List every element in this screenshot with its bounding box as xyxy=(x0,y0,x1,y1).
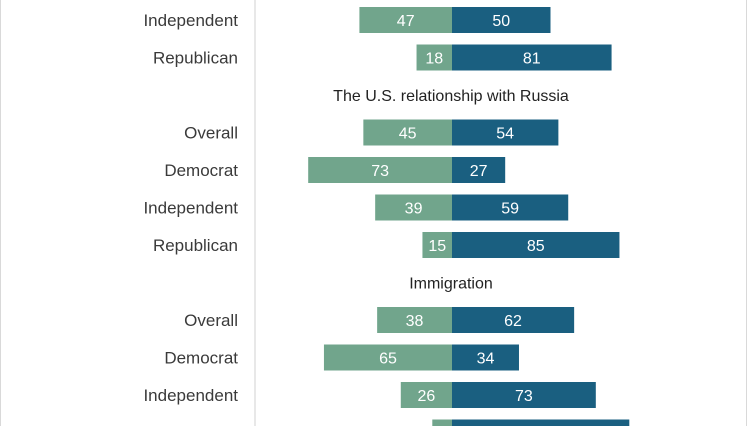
bar-left xyxy=(308,157,452,183)
row-label: Independent xyxy=(143,11,238,30)
row-label: Republican xyxy=(153,49,238,68)
bar-left-value: 45 xyxy=(399,126,417,143)
bar-left-value: 26 xyxy=(417,388,435,405)
bar-right-value: 85 xyxy=(527,238,545,255)
bar-left xyxy=(400,382,452,408)
bar-right-value: 81 xyxy=(523,51,541,68)
bar-right-value: 59 xyxy=(501,201,519,218)
bar-right-value: 27 xyxy=(470,163,488,180)
row-label: Democrat xyxy=(164,349,238,368)
bar-left-value: 38 xyxy=(406,313,424,330)
bar-right xyxy=(452,382,596,408)
frame-left-border xyxy=(0,0,1,426)
bar-left xyxy=(375,194,452,221)
bar-right-value: 50 xyxy=(492,13,510,30)
row-label: Independent xyxy=(143,199,238,218)
bar-left-value: 39 xyxy=(405,201,423,218)
row-label: Overall xyxy=(184,311,238,330)
bar-right xyxy=(452,419,630,426)
bar-left-value: 18 xyxy=(425,51,443,68)
bar-left xyxy=(416,44,452,71)
bar-left-value: 15 xyxy=(428,238,446,255)
bar-left xyxy=(359,7,452,33)
row-label: Overall xyxy=(184,124,238,143)
row-label: Independent xyxy=(143,386,238,405)
section-title: The U.S. relationship with Russia xyxy=(333,88,569,105)
row-label: Republican xyxy=(153,236,238,255)
bar-right xyxy=(452,307,575,333)
bar-left xyxy=(323,344,452,371)
section-title: Immigration xyxy=(409,276,493,293)
bar-right-value: 54 xyxy=(496,126,514,143)
bar-left-value: 47 xyxy=(397,13,415,30)
bar-right xyxy=(452,119,559,146)
bar-right xyxy=(452,344,519,371)
bar-left-value: 73 xyxy=(371,163,389,180)
bar-right-value: 73 xyxy=(515,388,533,405)
bar-right-value: 62 xyxy=(504,313,522,330)
bar-right xyxy=(452,194,569,221)
bar-left xyxy=(432,419,452,426)
bar-right xyxy=(452,7,551,33)
row-label: Republican xyxy=(153,424,238,426)
row-label: Democrat xyxy=(164,161,238,180)
bar-left xyxy=(363,119,452,146)
bar-left-value: 65 xyxy=(379,351,397,368)
bar-right xyxy=(452,157,506,183)
bar-right-value: 34 xyxy=(477,351,495,368)
bar-right xyxy=(452,232,620,258)
bar-left xyxy=(422,232,452,258)
bar-left xyxy=(377,307,452,333)
bar-right xyxy=(452,44,612,71)
